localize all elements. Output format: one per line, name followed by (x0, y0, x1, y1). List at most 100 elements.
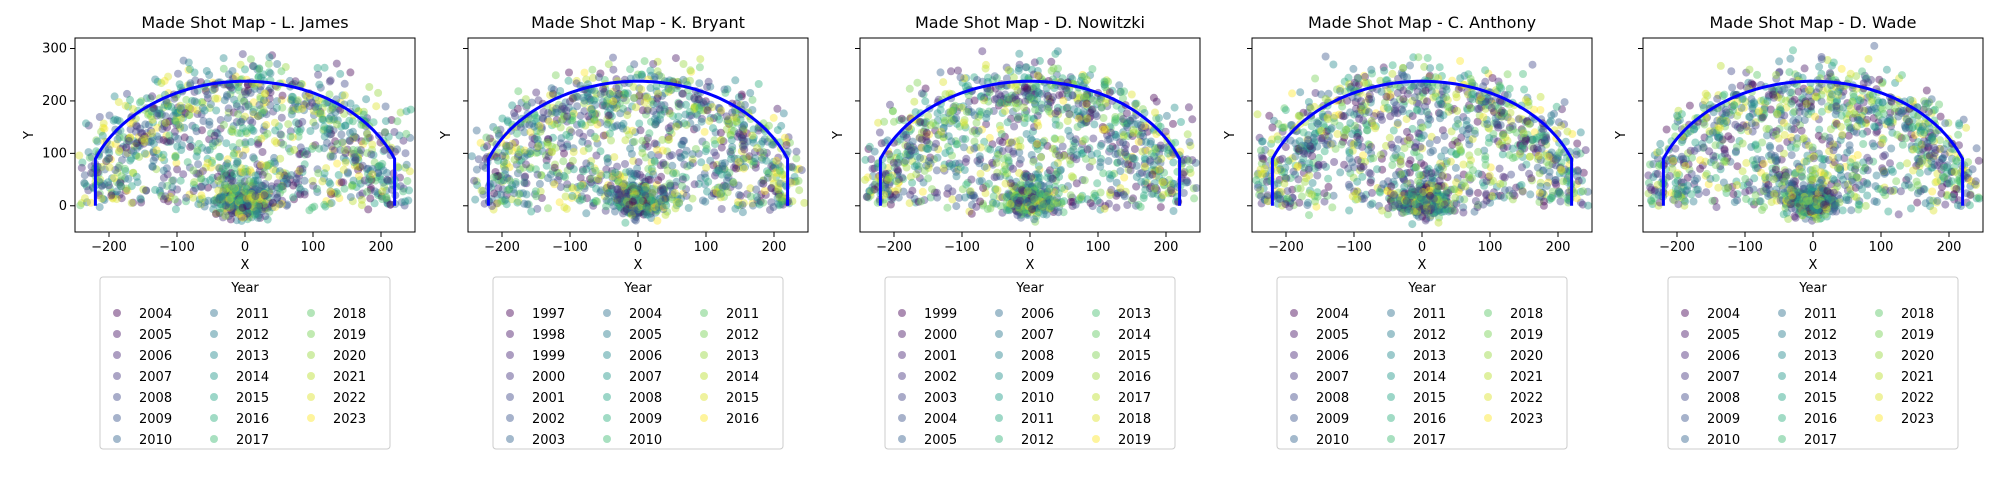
shot-point (105, 111, 114, 120)
shot-point (108, 193, 117, 202)
shot-point (288, 92, 297, 101)
shot-point (110, 174, 119, 183)
y-tick-label: 300 (42, 41, 67, 56)
shot-point (233, 157, 242, 166)
shot-point (647, 196, 656, 204)
shot-point (382, 168, 391, 177)
shot-point (256, 105, 265, 114)
shot-point (269, 165, 278, 174)
shot-point (275, 200, 284, 209)
shot-point (508, 181, 517, 190)
shot-point (306, 94, 314, 103)
shot-point (294, 105, 303, 114)
shot-point (195, 139, 203, 148)
shot-point (1123, 119, 1132, 128)
shot-point (237, 164, 246, 173)
shot-point (739, 154, 748, 163)
shot-point (249, 178, 258, 187)
shot-point (276, 154, 285, 163)
shot-point (200, 106, 209, 115)
shot-point (229, 143, 237, 152)
shot-point (916, 117, 925, 126)
shot-point (312, 184, 321, 193)
shot-point (229, 198, 238, 207)
shot-point (629, 169, 638, 178)
shot-point (115, 146, 124, 155)
shot-point (247, 137, 256, 146)
shot-point (345, 137, 354, 145)
shot-point (976, 197, 985, 206)
shot-point (148, 133, 157, 142)
shot-point (620, 172, 629, 181)
shot-point (126, 95, 134, 104)
shot-point (229, 194, 238, 203)
shot-point (631, 216, 640, 225)
shot-point (393, 117, 402, 126)
shot-point (1183, 130, 1192, 139)
shot-point (273, 179, 282, 188)
legend-marker (700, 393, 708, 401)
shot-point (192, 127, 201, 136)
shot-point (648, 203, 657, 212)
shot-point (189, 166, 198, 175)
shot-point (222, 207, 231, 216)
shot-point (399, 187, 408, 196)
shot-point (642, 203, 651, 212)
shot-point (645, 172, 653, 181)
shot-point (494, 156, 503, 165)
shot-point (622, 96, 631, 105)
shot-point (355, 149, 364, 158)
shot-point (282, 174, 291, 183)
shot-point (119, 133, 128, 142)
shot-point (198, 103, 207, 112)
shot-point (522, 190, 531, 199)
shot-point (193, 106, 202, 115)
shot-point (298, 80, 307, 89)
shot-point (637, 70, 646, 79)
shot-point (87, 152, 96, 161)
shot-point (643, 199, 652, 208)
shot-point (618, 198, 627, 206)
shot-point (331, 108, 340, 117)
shot-point (105, 163, 114, 172)
shot-point (121, 186, 130, 195)
shot-point (1089, 134, 1098, 143)
shot-point (328, 189, 337, 198)
chart-title: Made Shot Map - L. James (141, 13, 348, 32)
shot-point (397, 198, 406, 207)
shot-point (722, 125, 731, 134)
shot-point (225, 195, 234, 204)
legend-entry: 2011 (726, 307, 759, 322)
shot-point (749, 133, 758, 142)
shot-point (530, 122, 539, 131)
shot-point (269, 199, 277, 208)
shot-point (630, 137, 639, 146)
shot-point (160, 122, 169, 131)
shot-point (300, 160, 309, 169)
shot-point (246, 197, 255, 206)
shot-point (502, 160, 511, 168)
legend-marker (898, 330, 906, 338)
legend-entry: 2012 (1021, 433, 1054, 448)
shot-point (289, 181, 298, 190)
shot-point (340, 109, 349, 118)
shot-point (1035, 89, 1044, 98)
shot-point (290, 145, 299, 154)
shot-point (350, 161, 359, 170)
shot-point (311, 121, 320, 130)
shot-point (224, 198, 233, 207)
legend-marker (603, 393, 611, 401)
shot-point (562, 204, 571, 213)
shot-point (357, 201, 366, 210)
shot-point (227, 199, 236, 207)
shot-point (405, 186, 413, 195)
shot-point (271, 167, 280, 175)
shot-point (255, 186, 264, 195)
shot-point (226, 174, 235, 183)
shot-point (356, 163, 365, 172)
shot-point (313, 188, 322, 197)
shot-point (266, 199, 275, 208)
shot-point (568, 156, 577, 165)
shot-point (238, 168, 247, 177)
